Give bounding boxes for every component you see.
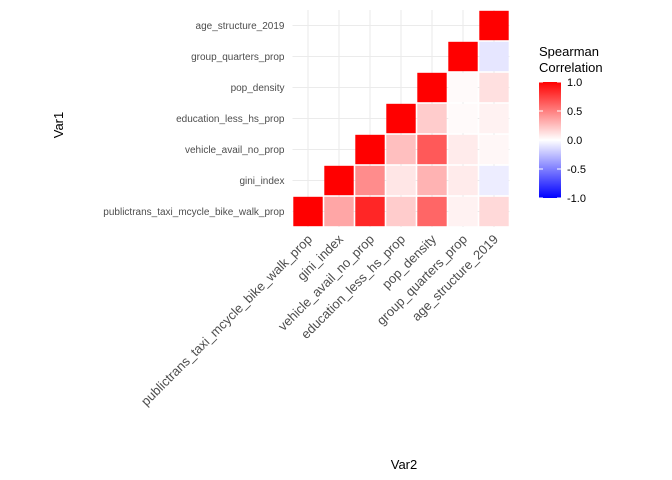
heatmap-tile: [355, 196, 385, 227]
heatmap-tile: [386, 134, 416, 165]
heatmap-tile: [479, 41, 509, 72]
heatmap-tile: [417, 165, 447, 196]
color-legend: Spearman Correlation 1.0 0.5 0.0 -0.5 -1.0: [539, 44, 603, 205]
y-tick-label: group_quarters_prop: [191, 52, 285, 63]
legend-tick-label: -1.0: [567, 193, 586, 205]
heatmap-tile: [448, 165, 478, 196]
heatmap-tile: [479, 134, 509, 165]
legend-title-line1: Spearman: [539, 44, 599, 59]
heatmap-tile: [479, 72, 509, 103]
x-axis-title: Var2: [391, 457, 418, 472]
heatmap-tile: [386, 196, 416, 227]
y-axis-title: Var1: [51, 112, 66, 139]
legend-color-bar: [539, 82, 561, 198]
heatmap-tiles: [293, 10, 509, 227]
legend-tick-label: -0.5: [567, 164, 586, 176]
heatmap-tile: [417, 103, 447, 134]
legend-title-line2: Correlation: [539, 60, 603, 75]
heatmap-tile: [386, 103, 416, 134]
legend-tick-label: 0.0: [567, 135, 582, 147]
y-tick-label: publictrans_taxi_mcycle_bike_walk_prop: [103, 207, 285, 218]
legend-tick-label: 0.5: [567, 106, 582, 118]
legend-tick-label: 1.0: [567, 77, 582, 89]
heatmap-tile: [355, 165, 385, 196]
heatmap-tile: [448, 196, 478, 227]
heatmap-tile: [324, 165, 354, 196]
heatmap-tile: [448, 72, 478, 103]
y-tick-label: pop_density: [231, 83, 285, 94]
heatmap-tile: [324, 196, 354, 227]
legend-ticks: 1.0 0.5 0.0 -0.5 -1.0: [539, 77, 586, 205]
y-tick-label: age_structure_2019: [196, 21, 285, 32]
heatmap-tile: [479, 165, 509, 196]
y-tick-label: vehicle_avail_no_prop: [185, 145, 285, 156]
heatmap-tile: [417, 196, 447, 227]
heatmap-tile: [448, 134, 478, 165]
heatmap-tile: [479, 196, 509, 227]
y-tick-label: gini_index: [239, 176, 284, 187]
x-axis-tick-labels: publictrans_taxi_mcycle_bike_walk_propgi…: [138, 231, 501, 409]
heatmap-tile: [293, 196, 323, 227]
heatmap-tile: [417, 72, 447, 103]
heatmap-tile: [479, 103, 509, 134]
heatmap-tile: [479, 10, 509, 41]
y-axis-tick-labels: publictrans_taxi_mcycle_bike_walk_prop gi…: [103, 21, 285, 218]
heatmap-tile: [386, 165, 416, 196]
heatmap-tile: [417, 134, 447, 165]
y-tick-label: education_less_hs_prop: [176, 114, 285, 125]
heatmap-tile: [448, 41, 478, 72]
heatmap-tile: [355, 134, 385, 165]
heatmap-tile: [448, 103, 478, 134]
